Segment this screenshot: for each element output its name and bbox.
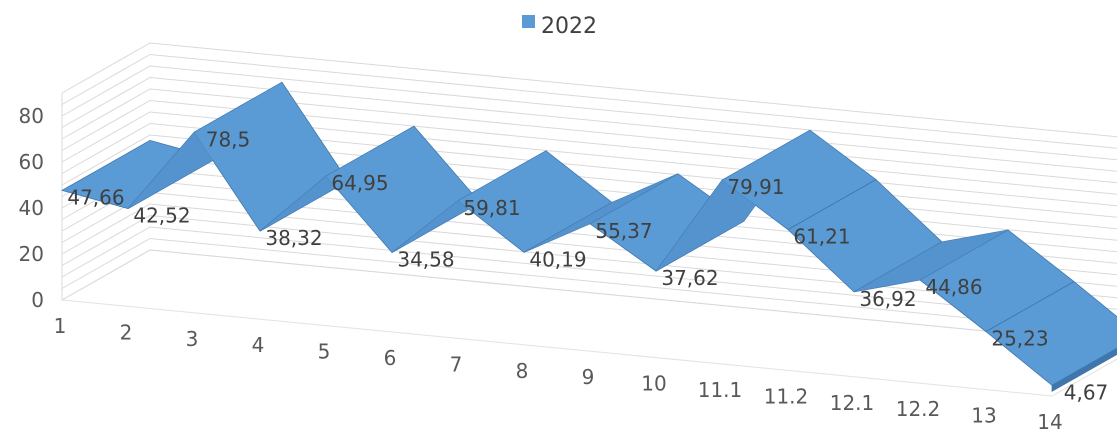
data-label: 25,23: [991, 327, 1048, 351]
gridline: [61, 214, 1117, 310]
data-label: 61,21: [793, 225, 850, 249]
x-tick-label: 7: [450, 352, 463, 376]
y-tick-label: 40: [19, 196, 44, 220]
legend-swatch: [522, 15, 535, 28]
area-end-cap: [1051, 347, 1117, 392]
data-label: 47,66: [67, 185, 124, 209]
legend-label: 2022: [541, 14, 597, 39]
gridline: [61, 203, 1117, 299]
area-face: [260, 126, 414, 232]
x-tick-label: 10: [641, 372, 666, 396]
gridline: [61, 226, 1117, 322]
area-segment: [985, 281, 1117, 386]
area-face: [128, 82, 282, 209]
gridline: [61, 53, 1117, 149]
x-tick-label: 3: [186, 327, 199, 351]
gridline: [61, 249, 1117, 345]
y-tick-label: 0: [31, 288, 44, 312]
data-label: 37,62: [661, 266, 718, 290]
gridline: [61, 42, 1117, 138]
x-tick-label: 5: [318, 340, 331, 364]
x-tick-label: 8: [516, 359, 529, 383]
y-tick-label: 20: [19, 242, 44, 266]
data-label: 4,67: [1064, 380, 1109, 404]
x-tick-label: 1: [54, 314, 67, 338]
area-face: [524, 173, 678, 253]
data-label: 59,81: [463, 196, 520, 220]
x-tick-label: 13: [971, 404, 996, 428]
x-tick-label: 9: [582, 365, 595, 389]
data-labels: 47,66 42,52 78,5 38,32 64,95 34,58 59,81 40,19 5…: [67, 127, 1108, 404]
x-tick-label: 6: [384, 346, 397, 370]
area-face: [854, 230, 1008, 292]
x-tick-label: 12.1: [830, 391, 875, 415]
data-label: 55,37: [595, 219, 652, 243]
data-label: 78,5: [206, 127, 251, 151]
data-label: 44,86: [925, 275, 982, 299]
area-face: [656, 130, 810, 272]
y-tick-label: 80: [19, 104, 44, 128]
x-tick-label: 12.2: [896, 397, 941, 421]
x-tick-label: 11.1: [698, 378, 743, 402]
x-tick-label: 14: [1037, 410, 1062, 433]
legend: 2022: [522, 14, 597, 39]
data-label: 40,19: [529, 247, 586, 271]
area-face: [392, 150, 546, 253]
x-tick-label: 11.2: [764, 384, 809, 408]
x-tick-label: 4: [252, 333, 265, 357]
x-axis-ticks: 1 2 3 4 5 6 7 8 9 10 11.1 11.2 12.1 12.2 13 14: [54, 314, 1063, 434]
data-label: 38,32: [265, 226, 322, 250]
x-tick-label: 2: [120, 320, 133, 344]
data-label: 34,58: [397, 248, 454, 272]
y-axis-ticks: 0 20 40 60 80: [19, 104, 44, 312]
data-label: 36,92: [859, 287, 916, 311]
data-label: 42,52: [133, 204, 190, 228]
gridline: [61, 237, 1117, 333]
plot-area: [60, 81, 1117, 392]
data-label: 79,91: [727, 175, 784, 199]
data-label: 64,95: [331, 171, 388, 195]
y-tick-label: 60: [19, 150, 44, 174]
